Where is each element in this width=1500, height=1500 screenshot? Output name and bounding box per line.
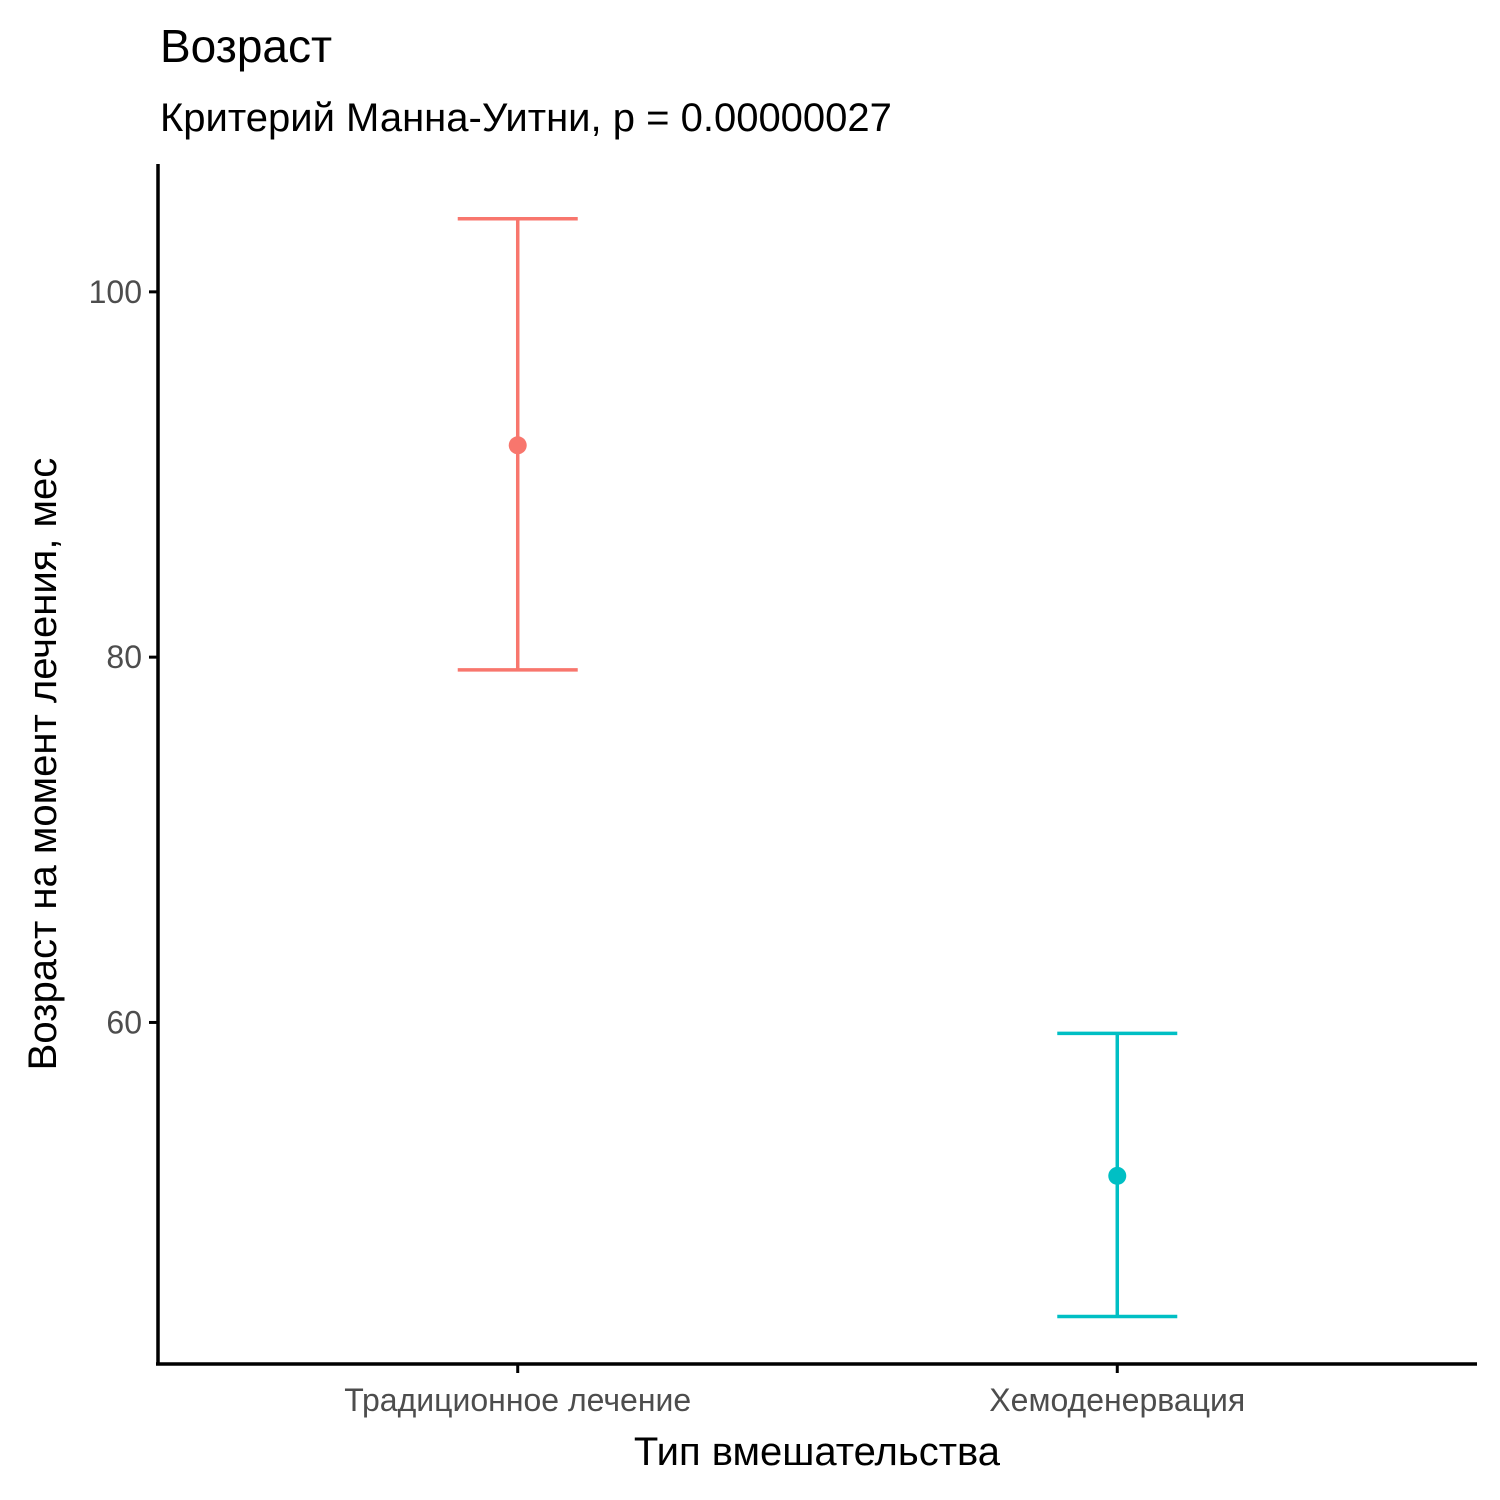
errorbar-group: [1057, 1031, 1178, 1319]
y-tick-label: 100: [89, 274, 142, 310]
mean-point: [508, 436, 527, 455]
x-tick-label: Традиционное лечение: [344, 1382, 691, 1418]
x-axis-ticks: Традиционное лечение Хемоденервация: [344, 1364, 1245, 1418]
chart-title: Возраст: [160, 20, 332, 72]
y-tick-label: 60: [106, 1004, 142, 1040]
plot-area: [457, 217, 1178, 1319]
y-axis-ticks: 60 80 100: [89, 274, 158, 1040]
chart-subtitle: Критерий Манна-Уитни, p = 0.00000027: [160, 96, 892, 140]
x-tick-label: Хемоденервация: [989, 1382, 1245, 1418]
mean-point: [1108, 1166, 1127, 1185]
errorbar-group: [457, 217, 578, 672]
y-tick-label: 80: [106, 639, 142, 675]
y-axis-title: Возраст на момент лечения, мес: [21, 458, 65, 1071]
x-axis-title: Тип вмешательства: [634, 1430, 1001, 1474]
